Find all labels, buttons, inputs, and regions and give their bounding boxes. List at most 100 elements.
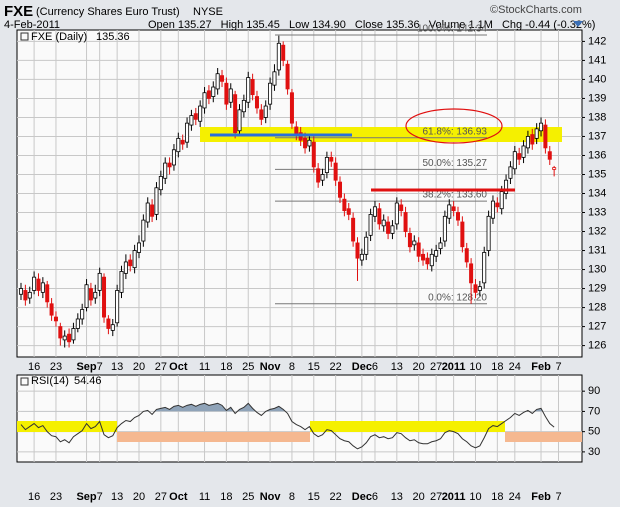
- candle-body: [442, 215, 447, 242]
- y-tick-label: 133: [588, 206, 606, 218]
- candle-body: [145, 202, 150, 223]
- candle-body: [460, 221, 465, 248]
- candle-body: [390, 225, 395, 234]
- candle-body: [477, 286, 482, 291]
- x-tick-label: 13: [111, 491, 123, 503]
- stat-label: Open: [148, 19, 175, 31]
- candle-body: [372, 206, 377, 217]
- rsi-overbought-fill: [143, 403, 543, 412]
- x-tick-label: 11: [199, 491, 210, 503]
- x-tick-label: 13: [391, 361, 403, 373]
- x-tick-label: 16: [28, 361, 40, 373]
- x-tick-label: 13: [391, 491, 403, 503]
- candle-body: [429, 253, 434, 267]
- x-tick-label: 6: [372, 491, 378, 503]
- rsi-band-yellow: [310, 421, 505, 432]
- x-tick-label: 7: [97, 361, 103, 373]
- candle-body: [263, 105, 268, 118]
- candle-body: [88, 288, 93, 301]
- x-tick-label: 27: [430, 361, 442, 373]
- candle-body: [241, 99, 246, 113]
- candle-body: [32, 276, 37, 291]
- candle-body: [228, 88, 233, 103]
- candle-body: [421, 253, 426, 261]
- candle-body: [119, 271, 124, 293]
- candle-body: [115, 290, 120, 324]
- fib-label: 0.0%: 128.20: [428, 292, 487, 303]
- x-tick-label: 16: [28, 491, 40, 503]
- candle-body: [23, 290, 28, 301]
- candle-body: [224, 82, 229, 105]
- x-tick-label: 25: [242, 491, 254, 503]
- candle-body: [67, 333, 72, 343]
- x-tick-label: 11: [199, 361, 210, 373]
- candle-body: [272, 71, 277, 86]
- x-tick-label: 7: [555, 491, 561, 503]
- candle-body: [517, 153, 522, 160]
- candle-body: [407, 233, 412, 248]
- candle-body: [163, 162, 168, 179]
- x-tick-label: 7: [97, 491, 103, 503]
- legend-icon: [20, 32, 29, 41]
- stat-value: 1.1M: [468, 19, 492, 31]
- candle-body: [268, 82, 273, 105]
- x-tick-label: 27: [155, 491, 167, 503]
- y-tick-label: 137: [588, 130, 606, 142]
- x-tick-label: 20: [413, 361, 425, 373]
- y-tick-label: 138: [588, 111, 606, 123]
- candle-body: [394, 202, 399, 225]
- x-tick-label: 24: [509, 361, 521, 373]
- menu-arrow[interactable]: [573, 21, 583, 27]
- candle-body: [346, 208, 351, 215]
- candle-body: [53, 316, 58, 322]
- candle-body: [141, 219, 146, 242]
- y-tick-label: 126: [588, 339, 606, 351]
- candle-body: [158, 175, 163, 191]
- x-tick-label: Dec: [352, 361, 372, 373]
- candle-body: [27, 291, 32, 299]
- stat-value: 135.45: [246, 19, 280, 31]
- stat-value: 135.36: [386, 19, 420, 31]
- candle-body: [176, 137, 181, 153]
- candle-body: [211, 86, 216, 97]
- x-tick-label: 27: [430, 491, 442, 503]
- candle-body: [80, 309, 85, 320]
- candle-body: [110, 324, 115, 331]
- y-tick-label: 139: [588, 92, 606, 104]
- y-tick-label: 30: [588, 446, 600, 458]
- candle-body: [320, 174, 325, 181]
- x-tick-label: 8: [289, 361, 295, 373]
- y-tick-label: 135: [588, 168, 606, 180]
- candle-body: [338, 181, 343, 198]
- y-tick-label: 141: [588, 54, 606, 66]
- x-tick-label: 20: [133, 491, 145, 503]
- candle-body: [171, 149, 176, 166]
- fib-label: 100.0%: 142.34: [417, 24, 487, 35]
- security-name: (Currency Shares Euro Trust): [36, 6, 180, 18]
- stat-value: 134.90: [312, 19, 346, 31]
- candle-body: [193, 113, 198, 120]
- candle-body: [167, 162, 172, 168]
- x-tick-label: Nov: [260, 361, 282, 373]
- candle-body: [364, 236, 369, 255]
- stat-value: 135.27: [178, 19, 212, 31]
- x-tick-label: Oct: [169, 361, 188, 373]
- y-tick-label: 50: [588, 426, 600, 438]
- candle-body: [198, 105, 203, 122]
- fib-label: 50.0%: 135.27: [423, 158, 488, 169]
- candle-body: [128, 259, 133, 267]
- candle-body: [106, 318, 111, 329]
- candle-body: [36, 278, 41, 291]
- candle-body: [150, 204, 155, 217]
- candle-body: [324, 156, 329, 173]
- x-tick-label: Feb: [531, 361, 551, 373]
- candle-body: [486, 215, 491, 251]
- x-tick-label: Feb: [531, 491, 551, 503]
- candle-body: [254, 96, 259, 109]
- candle-body: [132, 250, 137, 269]
- legend-name: RSI(14): [31, 375, 69, 387]
- candle-body: [416, 242, 421, 257]
- candle-body: [499, 191, 504, 210]
- candle-body: [552, 167, 557, 170]
